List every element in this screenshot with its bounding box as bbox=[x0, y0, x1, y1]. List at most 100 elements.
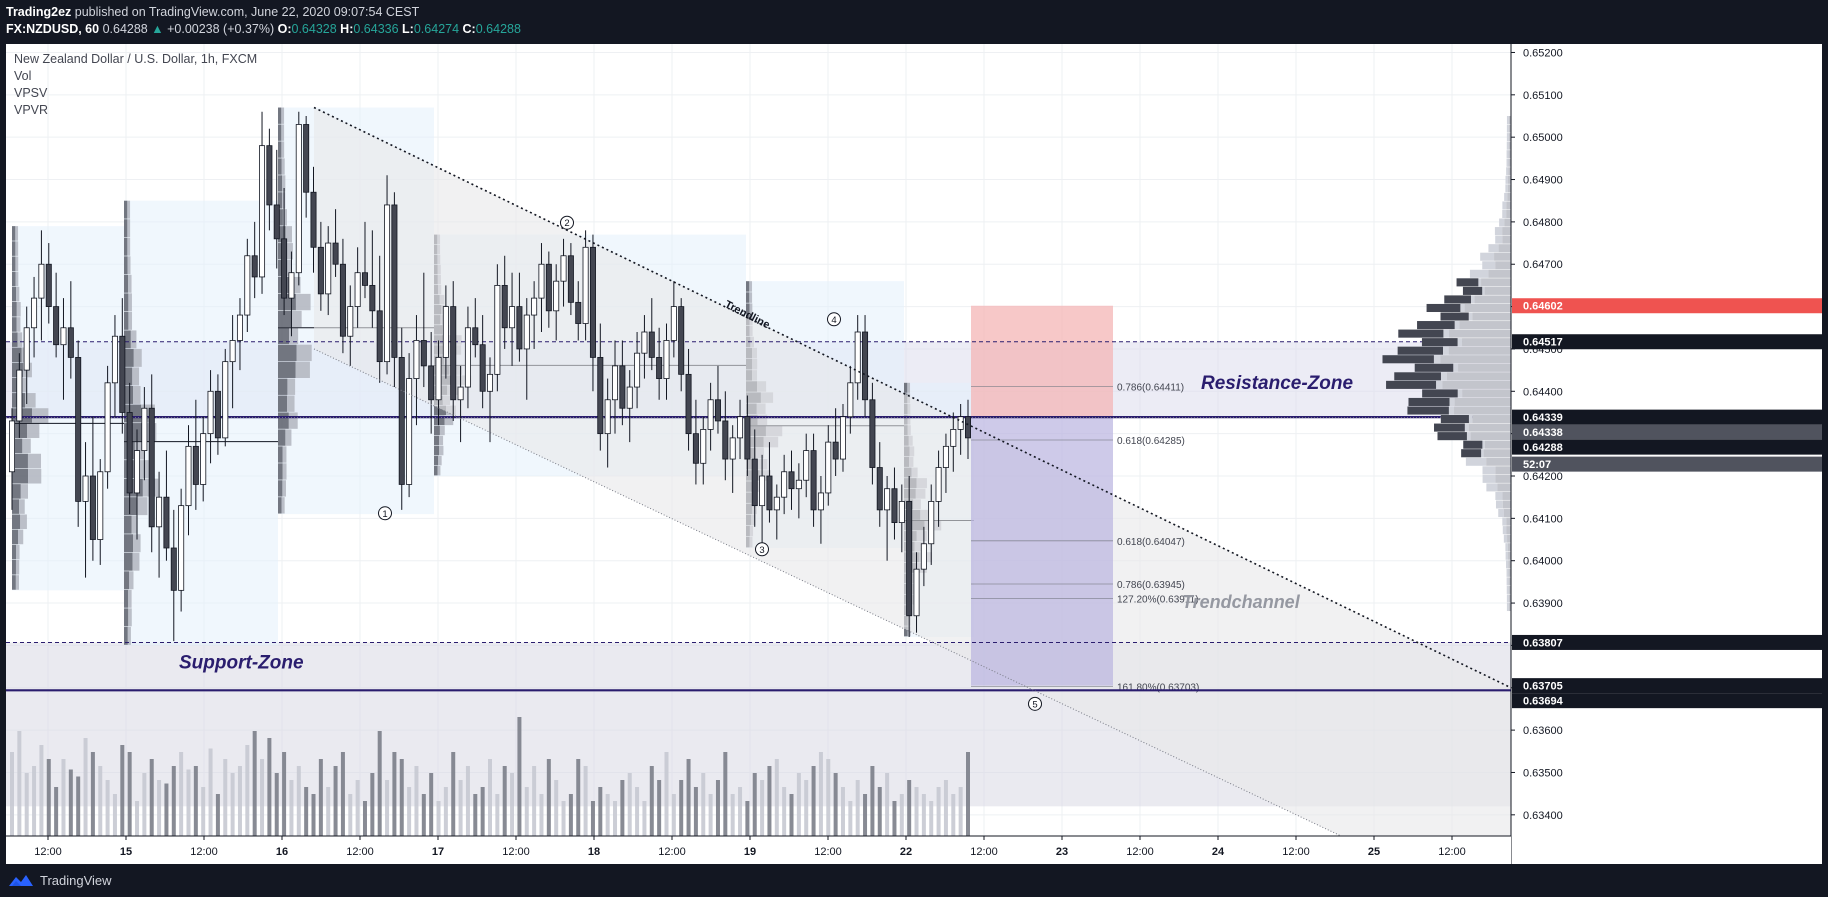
volume-bar bbox=[186, 769, 191, 836]
candle-body bbox=[236, 314, 243, 341]
volume-bar bbox=[135, 801, 140, 836]
candle-body bbox=[31, 297, 38, 329]
price-tick-label: 0.64100 bbox=[1523, 513, 1563, 525]
time-tick-label: 18 bbox=[588, 846, 600, 858]
wave-circle bbox=[827, 312, 841, 327]
volume-bar bbox=[855, 780, 860, 836]
vpvr-bar-up-tail bbox=[1502, 227, 1511, 236]
volume-bar bbox=[613, 801, 618, 836]
candle-body bbox=[656, 357, 663, 379]
wave-label-5: 5 bbox=[1028, 696, 1042, 711]
profile-bar-up bbox=[132, 367, 140, 386]
candle-body bbox=[670, 306, 677, 341]
profile-bar-down bbox=[124, 330, 131, 349]
vpvr-bar-up-tail bbox=[1508, 602, 1511, 612]
candle-body bbox=[229, 340, 236, 363]
price-tick-label: 0.63400 bbox=[1523, 810, 1563, 822]
indicator-vpsv[interactable]: VPSV bbox=[14, 86, 48, 100]
price-tag-bg bbox=[1512, 439, 1822, 455]
published-text: published on TradingView.com, June 22, 2… bbox=[74, 5, 420, 19]
candle-body bbox=[420, 340, 427, 367]
volume-bar bbox=[370, 773, 375, 836]
profile-bar-down bbox=[278, 378, 288, 395]
candle-body bbox=[435, 357, 442, 401]
time-tick-label: 19 bbox=[744, 846, 756, 858]
candle-body bbox=[876, 467, 883, 511]
volume-bar bbox=[789, 794, 794, 836]
profile-bar-down bbox=[434, 415, 445, 426]
time-tick-label: 12:00 bbox=[658, 846, 686, 858]
vpvr-bar-up-tail bbox=[1472, 312, 1511, 321]
profile-bar-up bbox=[20, 514, 27, 530]
volume-bar bbox=[554, 780, 559, 836]
chart-area[interactable]: 0.786(0.64411) 0.618(0.64285) 0.618(0.6404… bbox=[6, 44, 1822, 864]
profile-bar-up bbox=[285, 429, 292, 446]
vpvr-bar-down bbox=[1434, 423, 1465, 432]
profile-bar-up bbox=[129, 571, 134, 590]
wave-number: 3 bbox=[759, 545, 764, 556]
vpvr-bar-down bbox=[1386, 380, 1437, 389]
series-title[interactable]: New Zealand Dollar / U.S. Dollar, 1h, FX… bbox=[14, 52, 258, 66]
vpvr-bar-up-tail bbox=[1468, 423, 1511, 432]
price-tick-label: 0.64700 bbox=[1523, 259, 1563, 271]
vpvr-bar-down bbox=[1456, 278, 1479, 287]
profile-bar-down bbox=[124, 348, 134, 367]
volume-bar bbox=[679, 780, 684, 836]
wave-number: 4 bbox=[831, 315, 836, 326]
volume-bar bbox=[760, 780, 765, 836]
candle-body bbox=[965, 416, 972, 439]
volume-bar bbox=[245, 745, 250, 836]
vpvr-bar-down bbox=[1463, 440, 1483, 449]
vpvr-bar-up bbox=[1495, 235, 1503, 244]
profile-bar-up bbox=[281, 107, 285, 124]
volume-bar bbox=[796, 773, 801, 836]
vpvr-bar-up-tail bbox=[1508, 594, 1511, 603]
vpvr-bar-up bbox=[1503, 534, 1508, 543]
price-tag-bg bbox=[1512, 409, 1822, 425]
profile-bar-down bbox=[124, 386, 134, 404]
chart-canvas[interactable]: 0.786(0.64411) 0.618(0.64285) 0.618(0.6404… bbox=[6, 44, 1822, 864]
tradingview-brand[interactable]: TradingView bbox=[8, 872, 112, 888]
profile-bar-up bbox=[20, 377, 28, 393]
volume-bar bbox=[914, 787, 919, 836]
chart-legend: New Zealand Dollar / U.S. Dollar, 1h, FX… bbox=[14, 51, 257, 119]
volume-bar bbox=[193, 766, 198, 836]
volume-bar bbox=[642, 801, 647, 836]
wave-label-1: 1 bbox=[378, 506, 392, 521]
candle-body bbox=[119, 335, 126, 413]
candle-body bbox=[361, 272, 368, 286]
volume-bar bbox=[532, 766, 537, 836]
volume-bar bbox=[362, 801, 367, 836]
open-value: 0.64328 bbox=[291, 22, 337, 36]
vpvr-bar-up-tail bbox=[1481, 278, 1511, 287]
candle-body bbox=[53, 306, 60, 346]
trendline bbox=[313, 106, 1512, 689]
volume-bar bbox=[304, 787, 309, 836]
candle-body bbox=[148, 407, 155, 528]
candle-body bbox=[45, 263, 52, 307]
vpvr-bar-up-tail bbox=[1446, 372, 1511, 381]
vpvr-bar-up bbox=[1495, 491, 1503, 500]
volume-bar bbox=[223, 759, 228, 836]
publisher-name[interactable]: Trading2ez bbox=[6, 5, 72, 19]
vpvr-bar-up bbox=[1502, 201, 1507, 210]
vpvr-bar-up-tail bbox=[1472, 415, 1511, 424]
candle-body bbox=[501, 285, 508, 329]
volume-bar bbox=[105, 780, 110, 836]
volume-bar bbox=[282, 752, 287, 836]
candle-body bbox=[273, 204, 280, 240]
profile-bar-down bbox=[278, 395, 288, 412]
indicator-vol[interactable]: Vol bbox=[14, 69, 32, 83]
volume-bar bbox=[715, 780, 720, 836]
candle-body bbox=[957, 416, 964, 430]
volume-bar bbox=[745, 801, 750, 836]
volume-bar bbox=[164, 783, 169, 836]
low-value: 0.64274 bbox=[413, 22, 460, 36]
indicator-vpvr[interactable]: VPVR bbox=[14, 103, 49, 117]
vpvr-bar-up bbox=[1469, 269, 1489, 278]
profile-bar-up bbox=[749, 281, 753, 292]
vpvr-bar-up-tail bbox=[1440, 355, 1511, 364]
volume-bar bbox=[83, 738, 88, 836]
vpvr-bar-up-tail bbox=[1486, 457, 1511, 466]
candle-body bbox=[332, 242, 339, 265]
